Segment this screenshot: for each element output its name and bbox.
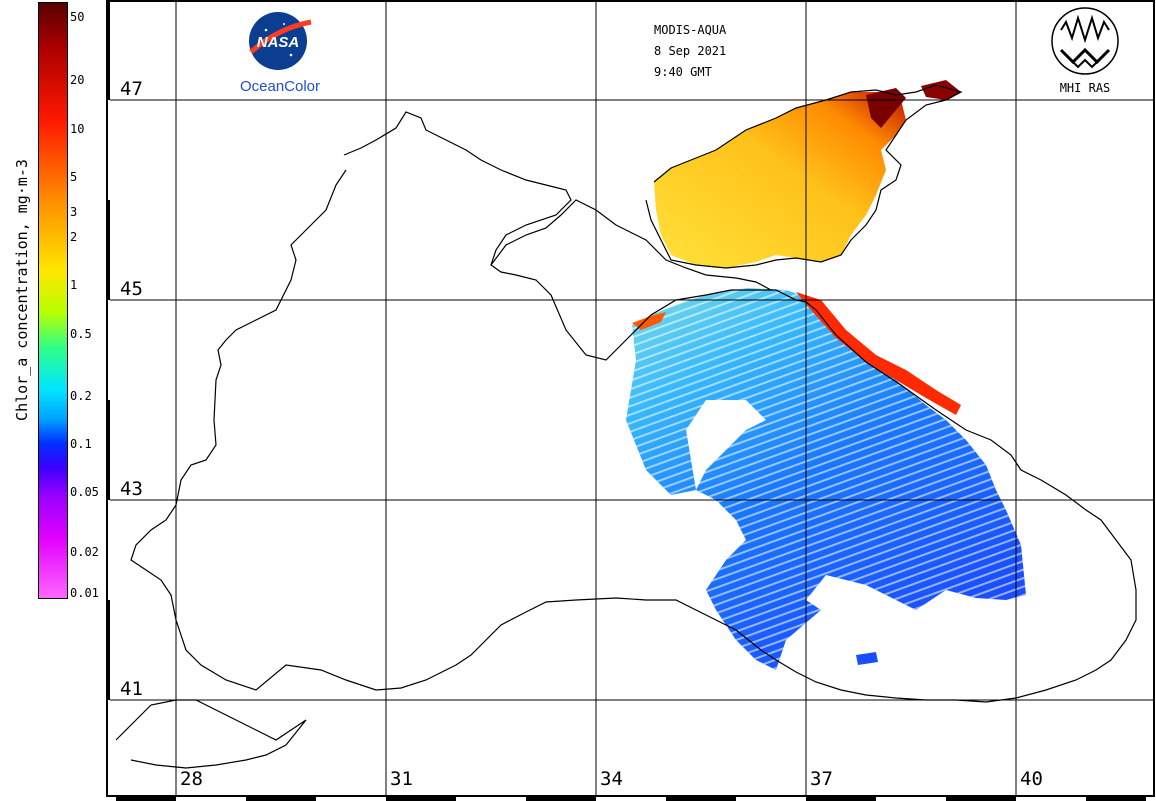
colorbar-tick: 5 [70, 170, 78, 184]
lat-label: 41 [120, 678, 143, 700]
mhi-ras-label: MHI RAS [1060, 81, 1111, 95]
colorbar-tick: 0.05 [70, 485, 99, 499]
colorbar-tick: 50 [70, 10, 85, 24]
lat-label: 43 [120, 478, 143, 500]
crimea-coastline [490, 199, 772, 291]
colorbar-tick: 2 [70, 230, 78, 244]
lat-label: 47 [120, 78, 143, 100]
colorbar-tick: 0.01 [70, 586, 99, 600]
lon-label: 28 [180, 768, 203, 790]
lon-label: 34 [600, 768, 623, 790]
azov-coastline [645, 84, 963, 269]
left-scale-bar [106, 0, 110, 700]
caucasus-coast-high [796, 292, 961, 415]
nasa-logo-text: NASA [257, 34, 300, 51]
date-text: 8 Sep 2021 [654, 44, 726, 58]
colorbar-tick: 20 [70, 73, 85, 87]
bosporus-coastline [115, 699, 307, 769]
colorbar-legend: Chlor_a concentration, mg·m-3 50 20 10 5… [0, 0, 106, 801]
bottom-scale-bar [116, 796, 1146, 801]
oceancolor-label: OceanColor [240, 78, 320, 95]
colorbar-tick: 1 [70, 278, 78, 292]
colorbar-tick: 0.2 [70, 389, 92, 403]
lon-label: 40 [1020, 768, 1043, 790]
lon-label: 31 [390, 768, 413, 790]
nasa-logo: NASA [249, 12, 312, 70]
swath-stripes [626, 288, 1026, 670]
colorbar-gradient [38, 2, 68, 599]
colorbar-tick: 0.5 [70, 327, 92, 341]
colorbar-tick: 3 [70, 205, 78, 219]
colorbar-tick: 0.1 [70, 437, 92, 451]
lon-label: 37 [810, 768, 833, 790]
colorbar-tick: 0.02 [70, 545, 99, 559]
colorbar-title: Chlor_a concentration, mg·m-3 [13, 159, 31, 421]
azov-high-patch [866, 88, 906, 128]
time-text: 9:40 GMT [654, 65, 712, 79]
graticule [110, 1, 1154, 796]
mhi-ras-logo [1051, 7, 1119, 75]
map-panel: 47 45 43 41 28 31 34 37 40 MODIS-AQUA 8 … [106, 0, 1155, 801]
colorbar-tick: 10 [70, 122, 85, 136]
small-patch [856, 652, 878, 665]
lat-label: 45 [120, 278, 143, 300]
azov-sea-chlorophyll [654, 92, 906, 268]
don-delta-patch [921, 80, 961, 100]
sensor-name: MODIS-AQUA [654, 23, 727, 37]
